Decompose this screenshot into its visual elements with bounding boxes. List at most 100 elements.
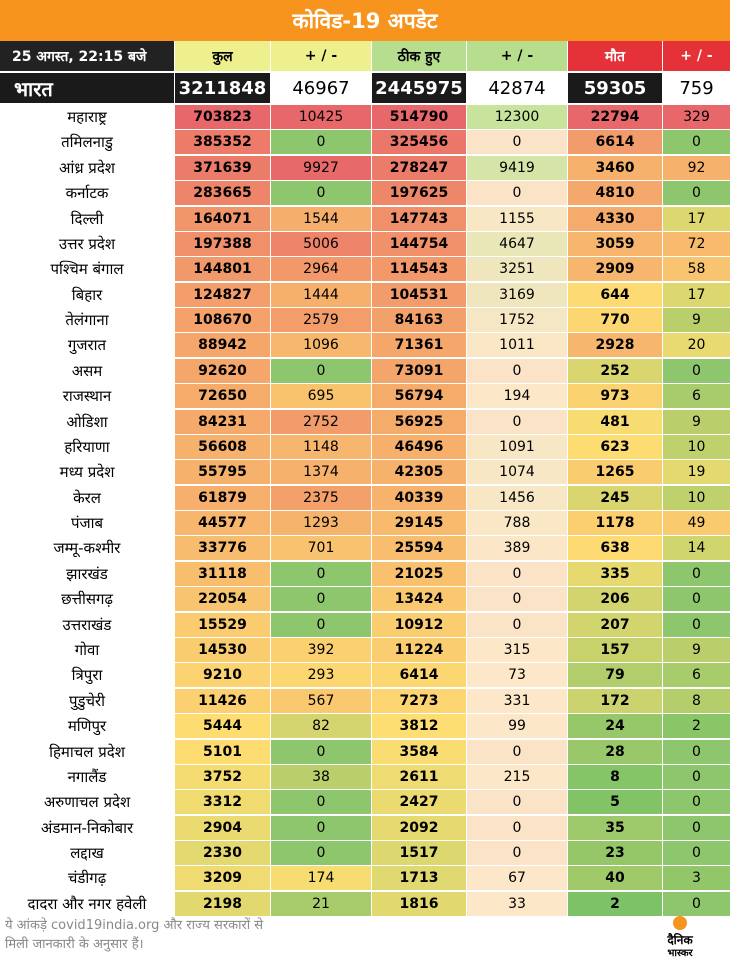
- cell-deaths-change: 58: [663, 257, 730, 282]
- table-row: नगालैंड 3752 38 2611 215 8 0: [0, 764, 730, 789]
- cell-total-change: 9927: [271, 155, 371, 180]
- state-name: जम्मू-कश्मीर: [0, 536, 174, 561]
- cell-recovered-change: 9419: [467, 155, 567, 180]
- cell-recovered: 56794: [372, 384, 466, 409]
- cell-total: 3312: [175, 790, 270, 815]
- table-row: छत्तीसगढ़ 22054 0 13424 0 206 0: [0, 587, 730, 612]
- cell-recovered-change: 194: [467, 384, 567, 409]
- cell-total-change: 0: [271, 612, 371, 637]
- cell-total-change: 2579: [271, 308, 371, 333]
- table-row: केरल 61879 2375 40339 1456 245 10: [0, 485, 730, 510]
- cell-deaths-change: 92: [663, 155, 730, 180]
- cell-total: 22054: [175, 587, 270, 612]
- state-name: राजस्थान: [0, 384, 174, 409]
- state-name: ओडिशा: [0, 409, 174, 434]
- cell-total: 61879: [175, 485, 270, 510]
- state-name: दादरा और नगर हवेली: [0, 891, 174, 916]
- state-name: तमिलनाडु: [0, 130, 174, 155]
- state-name: हिमाचल प्रदेश: [0, 739, 174, 764]
- cell-recovered-change: 0: [467, 790, 567, 815]
- cell-recovered-change: 0: [467, 739, 567, 764]
- cell-deaths-change: 17: [663, 282, 730, 307]
- cell-deaths-change: 0: [663, 739, 730, 764]
- table-row: पंजाब 44577 1293 29145 788 1178 49: [0, 511, 730, 536]
- cell-recovered-change: 0: [467, 815, 567, 840]
- cell-total-change: 1148: [271, 434, 371, 459]
- cell-recovered: 84163: [372, 308, 466, 333]
- cell-total: 197388: [175, 231, 270, 256]
- deaths-change-header: + / -: [663, 41, 730, 71]
- table-row: तेलंगाना 108670 2579 84163 1752 770 9: [0, 308, 730, 333]
- cell-deaths-change: 17: [663, 206, 730, 231]
- cell-recovered: 29145: [372, 511, 466, 536]
- cell-total: 88942: [175, 333, 270, 358]
- cell-total: 703823: [175, 105, 270, 129]
- cell-deaths: 6614: [568, 130, 662, 155]
- table-row: कर्नाटक 283665 0 197625 0 4810 0: [0, 181, 730, 206]
- cell-recovered: 6414: [372, 663, 466, 688]
- state-name: गुजरात: [0, 333, 174, 358]
- cell-recovered: 3584: [372, 739, 466, 764]
- cell-recovered-change: 1091: [467, 434, 567, 459]
- cell-recovered-change: 389: [467, 536, 567, 561]
- cell-total: 33776: [175, 536, 270, 561]
- cell-total-change: 0: [271, 841, 371, 866]
- cell-deaths-change: 329: [663, 105, 730, 129]
- cell-deaths: 644: [568, 282, 662, 307]
- logo-line-2: भास्कर: [667, 948, 693, 959]
- sun-icon: [673, 916, 687, 930]
- cell-recovered: 71361: [372, 333, 466, 358]
- cell-deaths: 207: [568, 612, 662, 637]
- cell-total-change: 695: [271, 384, 371, 409]
- table-row: पुडुचेरी 11426 567 7273 331 172 8: [0, 688, 730, 713]
- table-row: गुजरात 88942 1096 71361 1011 2928 20: [0, 333, 730, 358]
- cell-deaths: 28: [568, 739, 662, 764]
- cell-total-change: 2752: [271, 409, 371, 434]
- cell-total: 84231: [175, 409, 270, 434]
- cell-deaths: 1265: [568, 460, 662, 485]
- state-name: उत्तर प्रदेश: [0, 231, 174, 256]
- cell-recovered: 2427: [372, 790, 466, 815]
- table-row: अरुणाचल प्रदेश 3312 0 2427 0 5 0: [0, 790, 730, 815]
- cell-deaths: 3460: [568, 155, 662, 180]
- footnote: ये आंकड़े covid19india.org और राज्य सरका…: [5, 916, 263, 954]
- cell-total-change: 0: [271, 181, 371, 206]
- cell-recovered: 56925: [372, 409, 466, 434]
- cell-recovered: 514790: [372, 105, 466, 129]
- table-row: दादरा और नगर हवेली 2198 21 1816 33 2 0: [0, 891, 730, 916]
- cell-total: 164071: [175, 206, 270, 231]
- cell-deaths-change: 20: [663, 333, 730, 358]
- cell-total: 385352: [175, 130, 270, 155]
- cell-recovered-change: 3251: [467, 257, 567, 282]
- cell-deaths-change: 0: [663, 358, 730, 383]
- cell-total-change: 2964: [271, 257, 371, 282]
- state-name: तेलंगाना: [0, 308, 174, 333]
- table-row: मध्य प्रदेश 55795 1374 42305 1074 1265 19: [0, 460, 730, 485]
- cell-recovered: 40339: [372, 485, 466, 510]
- cell-recovered: 7273: [372, 688, 466, 713]
- cell-deaths: 481: [568, 409, 662, 434]
- table-row: उत्तराखंड 15529 0 10912 0 207 0: [0, 612, 730, 637]
- table-row: अंडमान-निकोबार 2904 0 2092 0 35 0: [0, 815, 730, 840]
- cell-recovered-change: 315: [467, 637, 567, 662]
- cell-total-change: 1544: [271, 206, 371, 231]
- cell-deaths: 5: [568, 790, 662, 815]
- cell-total-change: 0: [271, 561, 371, 586]
- cell-recovered-change: 3169: [467, 282, 567, 307]
- cell-total: 14530: [175, 637, 270, 662]
- cell-total: 72650: [175, 384, 270, 409]
- cell-recovered: 46496: [372, 434, 466, 459]
- state-name: पश्चिम बंगाल: [0, 257, 174, 282]
- cell-deaths: 3059: [568, 231, 662, 256]
- cell-total: 108670: [175, 308, 270, 333]
- cell-total: 3209: [175, 866, 270, 891]
- state-name: दिल्ली: [0, 206, 174, 231]
- cell-recovered-change: 0: [467, 587, 567, 612]
- table-row: दिल्ली 164071 1544 147743 1155 4330 17: [0, 206, 730, 231]
- state-name: गोवा: [0, 637, 174, 662]
- cell-deaths-change: 8: [663, 688, 730, 713]
- cell-deaths-change: 3: [663, 866, 730, 891]
- cell-deaths-change: 0: [663, 790, 730, 815]
- cell-total-change: 174: [271, 866, 371, 891]
- cell-recovered-change: 0: [467, 181, 567, 206]
